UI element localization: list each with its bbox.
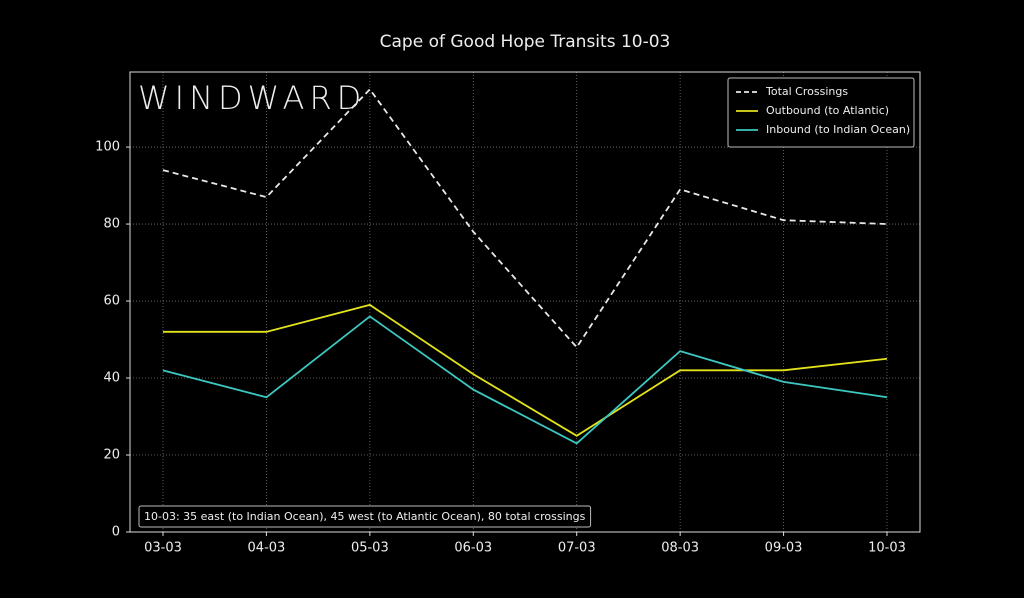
x-tick-label: 03-03 (144, 541, 182, 556)
y-tick-label: 80 (103, 217, 120, 232)
legend-box (727, 77, 915, 148)
y-tick-label: 60 (103, 294, 120, 309)
y-tick-label: 0 (112, 525, 120, 540)
x-tick-label: 04-03 (248, 541, 286, 556)
series-line (163, 303, 888, 437)
series-line (162, 315, 888, 445)
x-tick-label: 05-03 (351, 541, 389, 556)
y-tick-label: 20 (103, 448, 120, 463)
x-tick-label: 10-03 (868, 541, 906, 556)
plot-frame (129, 71, 921, 533)
legend-label: Inbound (to Indian Ocean) (766, 123, 910, 136)
annotation-box (138, 505, 592, 528)
annotation: 10-03: 35 east (to Indian Ocean), 45 wes… (144, 510, 586, 523)
series-line (162, 87, 888, 349)
x-tick-label: 08-03 (661, 541, 699, 556)
x-tick-label: 09-03 (765, 541, 803, 556)
y-tick-label: 40 (103, 371, 120, 386)
x-tick-label: 07-03 (558, 541, 596, 556)
y-tick-label: 100 (95, 140, 120, 155)
x-tick-label: 06-03 (454, 541, 492, 556)
legend-label: Outbound (to Atlantic) (766, 104, 889, 117)
legend-label: Total Crossings (765, 85, 848, 98)
chart-title: Cape of Good Hope Transits 10-03 (380, 32, 671, 52)
watermark: WINDWARD (138, 79, 366, 117)
